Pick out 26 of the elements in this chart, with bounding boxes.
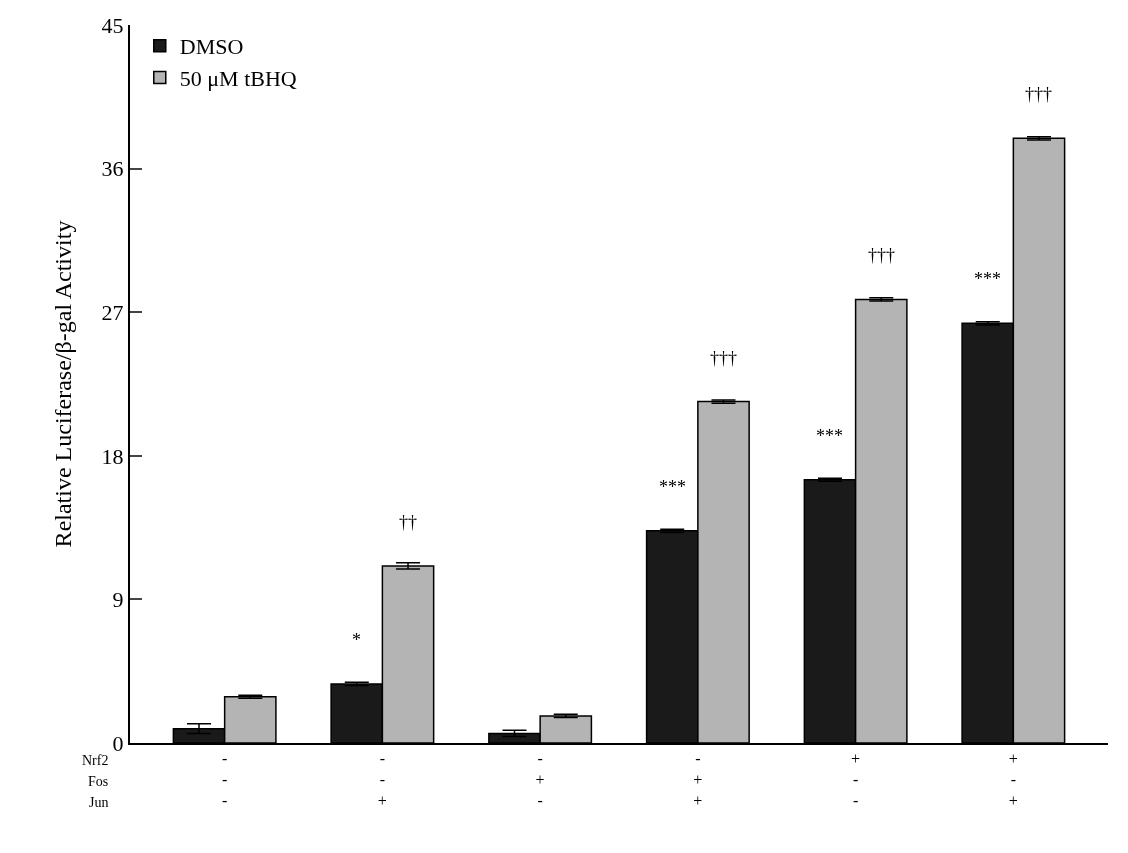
y-tick-label: 0: [112, 730, 124, 756]
legend-label: 50 μM tBHQ: [179, 65, 297, 91]
annotation: †††: [868, 245, 895, 265]
x-tick-label: + - -: [851, 750, 861, 809]
annotation: †††: [1025, 84, 1052, 104]
y-tick-label: 45: [101, 12, 124, 38]
text: Jun: [89, 795, 109, 810]
annotation: ***: [659, 477, 686, 497]
x-tick-label: + - +: [1008, 750, 1018, 809]
text: Fos: [88, 774, 109, 789]
y-tick-label: 36: [101, 156, 124, 182]
annotation: *: [352, 630, 361, 650]
x-tick-label: - - +: [377, 750, 387, 809]
y-tick-label: 27: [101, 299, 124, 325]
annotation: ***: [816, 426, 843, 446]
annotation: ††: [399, 512, 417, 532]
annotation: †††: [710, 348, 737, 368]
x-tick-label: - + +: [693, 750, 703, 809]
legend-label: DMSO: [179, 34, 244, 60]
x-tick-label: - + -: [535, 750, 545, 809]
y-tick-label: 18: [101, 443, 124, 469]
y-tick-label: 9: [112, 587, 124, 613]
text: Nrf2: [82, 753, 109, 768]
annotation: ***: [974, 269, 1001, 289]
y-axis-title: Relative Luciferase/β-gal Activity: [50, 220, 76, 548]
x-tick-label: - - -: [221, 750, 228, 809]
